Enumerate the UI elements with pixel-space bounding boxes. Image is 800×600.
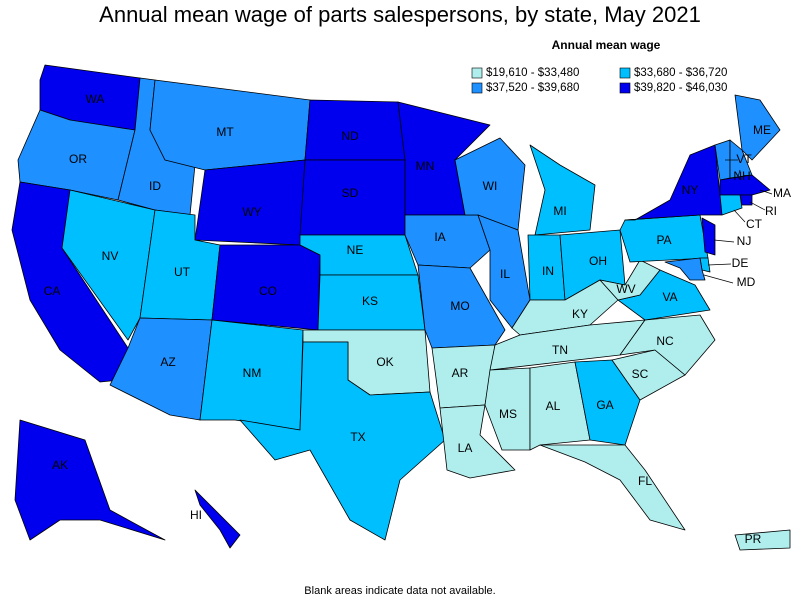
map: WA OR CA NV ID MT WY UT CO AZ NM ND SD NE KS OK TX MN IA MO… [11,64,791,551]
leader-line [707,263,732,266]
state-label: SC [632,367,649,381]
state [529,144,596,236]
state-label: IA [434,230,445,244]
state-label: IL [500,267,510,281]
state-label: VT [736,152,752,166]
state-label: AZ [160,355,175,369]
state [194,489,241,549]
state-label: VA [662,290,677,304]
state-label: TX [350,430,365,444]
state [17,109,136,201]
state-label: WI [483,179,498,193]
state-label: AK [52,458,68,472]
state-label: WV [616,282,635,296]
state [701,217,716,256]
state [624,144,723,221]
state-label: SD [342,186,359,200]
state-label: MT [216,125,234,139]
state-label: OH [589,254,607,268]
legend-swatch [619,82,631,94]
state [239,341,446,541]
legend-swatch [471,82,483,94]
legend-title: Annual mean wage [552,38,661,52]
state [194,159,306,246]
leader-lines [703,159,773,284]
state [539,444,686,531]
legend-swatch [471,67,483,79]
state-label: DE [732,256,749,270]
legend-label: $37,520 - $39,680 [486,82,579,94]
state-label: HI [190,508,202,522]
state [484,367,531,451]
legend-label: $39,820 - $46,030 [634,82,727,94]
state [574,359,641,446]
state-label: CO [259,284,277,298]
state-label: IN [542,264,554,278]
state-label: MN [416,159,435,173]
state-label: FL [638,474,652,488]
leader-line [703,274,734,284]
state-label: NC [656,334,674,348]
state [61,189,156,341]
state-label: LA [458,441,473,455]
state-label: PA [656,233,671,247]
state-label: WA [86,92,105,106]
state-label: UT [174,265,191,279]
state-label: ND [341,129,359,143]
state-label: MS [499,407,517,421]
state-label: AL [546,399,561,413]
legend-swatch [619,67,631,79]
state-label: KS [362,294,378,308]
state-label: PR [745,532,762,546]
state-label: AR [452,366,469,380]
state-label: NJ [737,234,752,248]
leader-line [713,239,735,243]
title: Annual mean wage of parts salespersons, … [99,2,701,27]
state-label: OR [69,152,87,166]
legend-label: $33,680 - $36,720 [634,67,727,79]
state-label: NY [682,183,699,197]
state-label: ID [149,179,161,193]
state [599,259,661,301]
footnote: Blank areas indicate data not available. [304,585,495,597]
state [14,419,166,541]
state-label: WY [242,205,261,219]
state [734,529,791,551]
state [404,214,491,269]
state-label: MA [773,186,791,200]
state-label: GA [596,398,613,412]
legend-label: $19,610 - $33,480 [486,67,579,79]
state-label: TN [552,343,568,357]
state-label: NV [102,249,119,263]
state [529,361,591,451]
state-label: MO [450,299,469,313]
state-label: CT [746,217,763,231]
state-label: MI [553,204,566,218]
state-label: NH [733,169,750,183]
state-label: NE [347,243,364,257]
leader-line [759,189,773,195]
state-label: RI [765,204,777,218]
state [739,194,753,206]
leader-line [733,209,746,223]
leader-line [749,201,766,211]
state [719,194,743,216]
state-label: MD [737,275,756,289]
state-label: NM [243,366,262,380]
state-label: KY [572,307,588,321]
leader-line [737,169,741,178]
state-label: OK [376,355,393,369]
state-label: CA [44,284,61,298]
legend: $19,610 - $33,480 $33,680 - $36,720 $37,52… [471,67,727,94]
state [734,94,781,161]
state-label: ME [753,123,771,137]
state [664,257,706,281]
